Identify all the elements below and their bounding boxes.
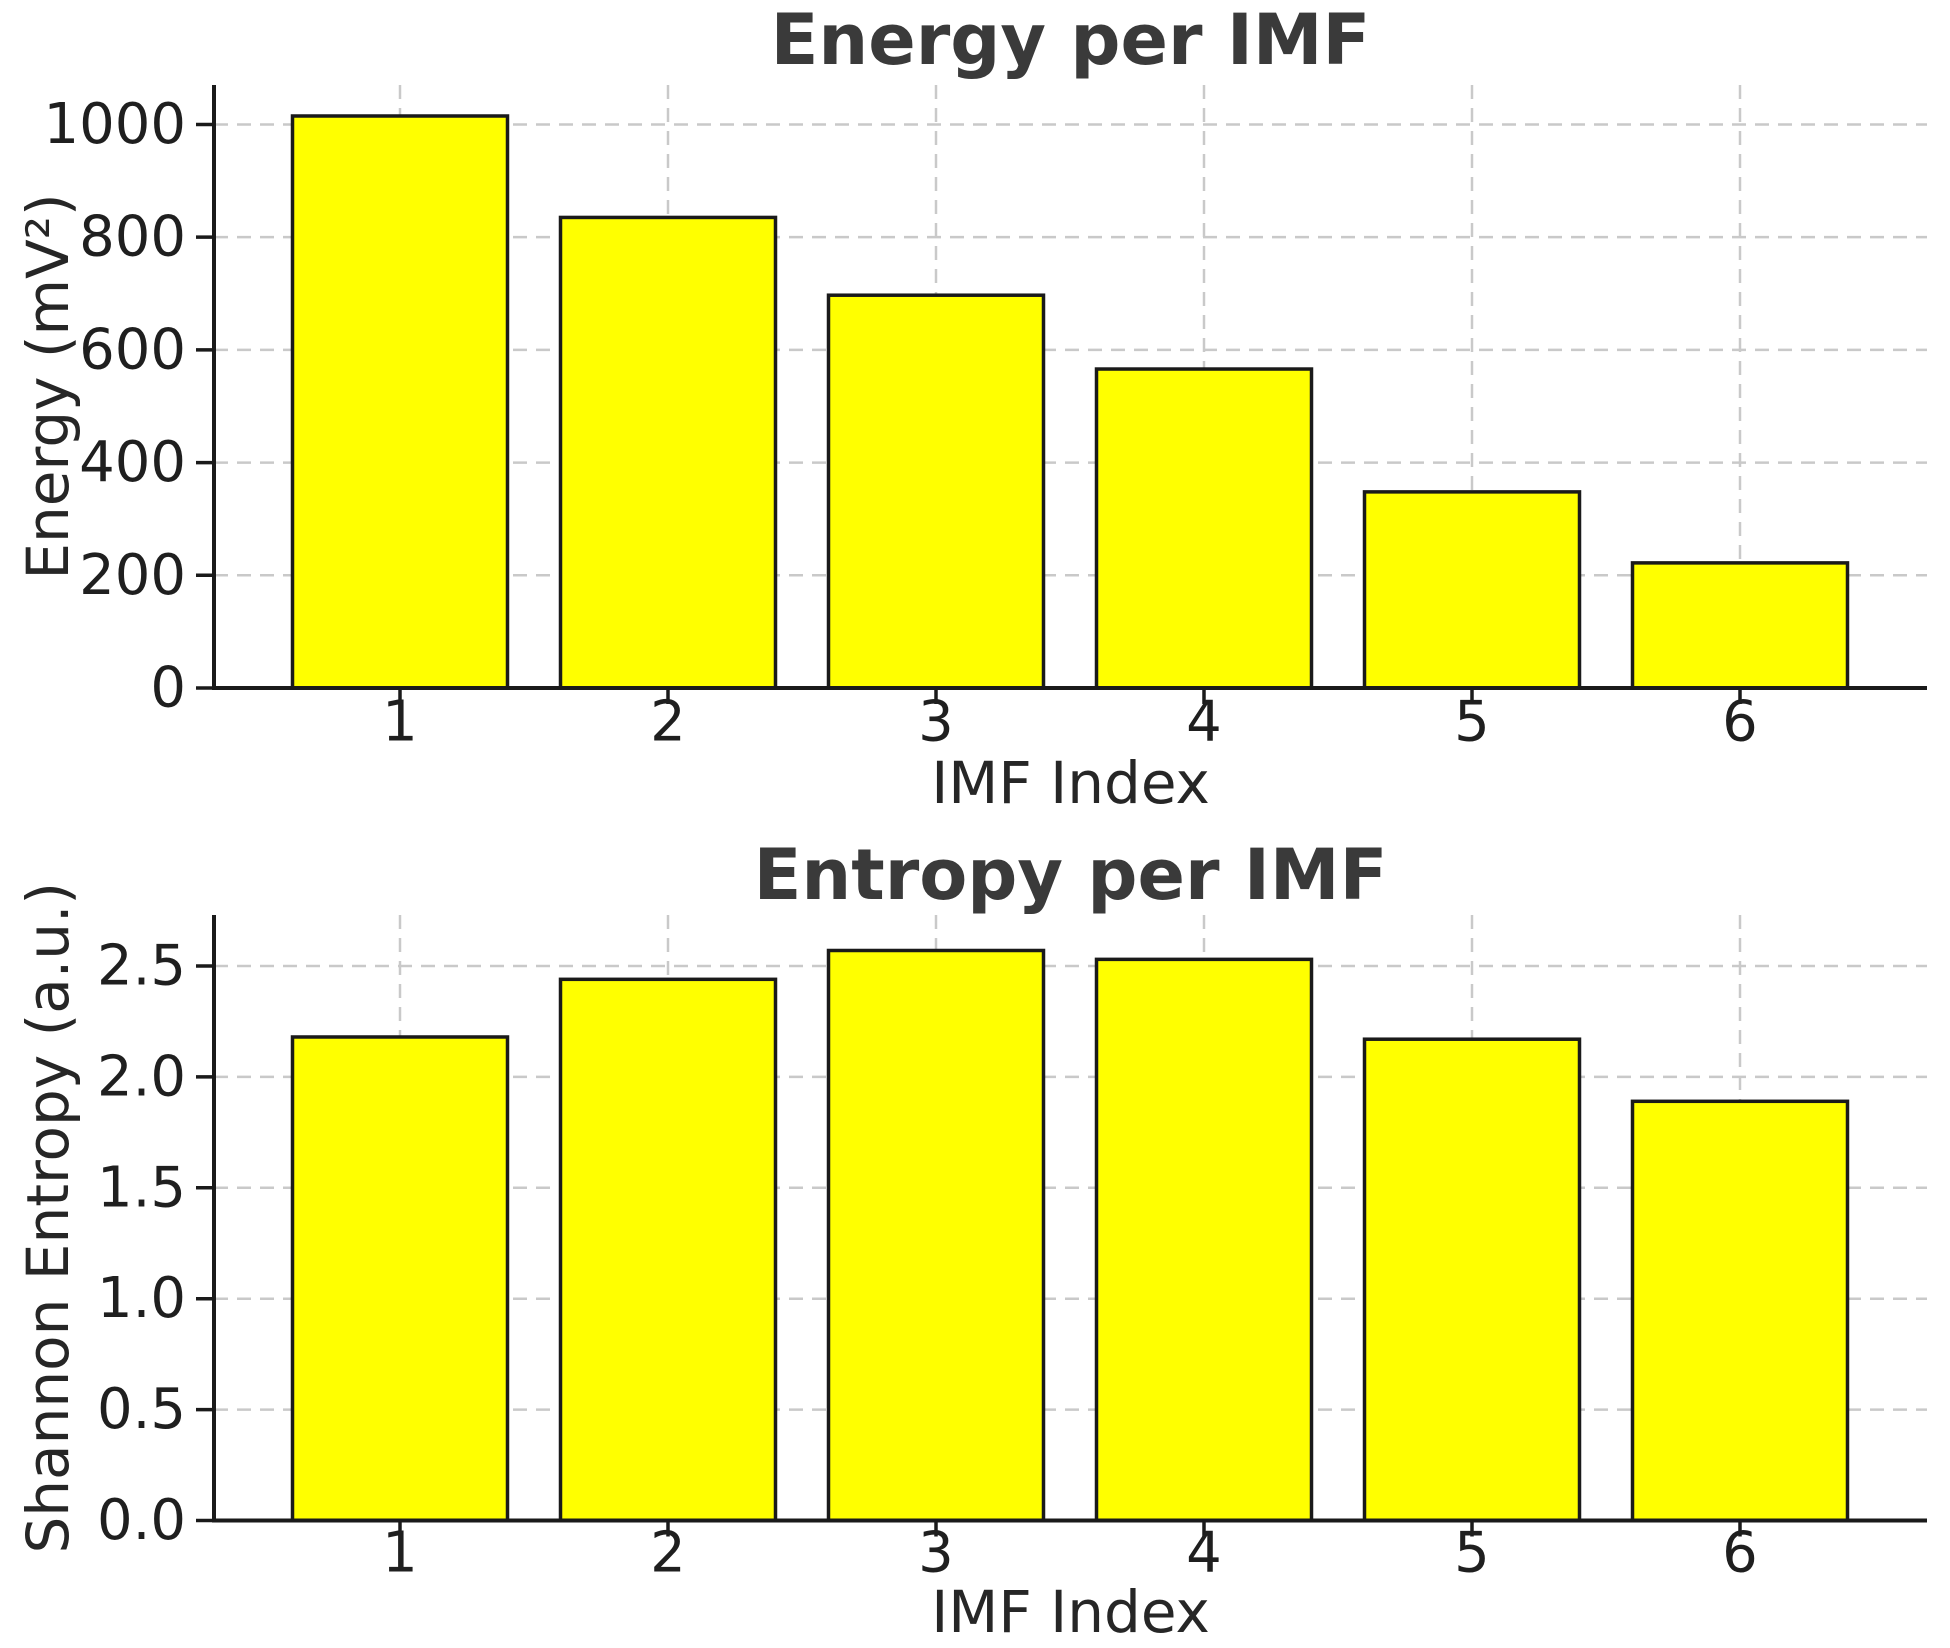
x-tick-label: 5 [1454, 690, 1490, 755]
x-axis-label: IMF Index [931, 1578, 1210, 1646]
y-tick-label: 800 [79, 205, 186, 270]
y-axis-label: Shannon Entropy (a.u.) [14, 882, 82, 1554]
bar-imf-2 [558, 215, 778, 690]
y-tick-label: 2.5 [97, 934, 186, 999]
bar-imf-2 [558, 977, 778, 1523]
x-axis-ticks: 1 2 3 4 5 6 [382, 1520, 1758, 1586]
bar-imf-4 [1094, 367, 1314, 690]
x-tick-label: 3 [918, 1521, 954, 1586]
x-tick-label: 2 [650, 690, 686, 755]
y-axis-label: Energy (mV²) [14, 193, 82, 579]
bars [290, 948, 1850, 1523]
y-tick-label: 200 [79, 543, 186, 608]
x-axis-label: IMF Index [931, 749, 1210, 812]
bar-imf-6 [1630, 1099, 1850, 1523]
axes-spines [212, 85, 1927, 690]
x-tick-label: 4 [1186, 1521, 1222, 1586]
bar-imf-5 [1362, 490, 1582, 690]
bar-imf-3 [826, 293, 1046, 690]
chart-title: Energy per IMF [771, 0, 1371, 81]
x-tick-label: 6 [1722, 690, 1758, 755]
bar-imf-1 [290, 1035, 510, 1523]
bar-imf-4 [1094, 957, 1314, 1523]
y-tick-label: 600 [79, 317, 186, 382]
y-tick-label: 400 [79, 430, 186, 495]
y-tick-label: 0.5 [97, 1377, 186, 1442]
y-axis-ticks: 0 200 400 600 800 1000 [43, 92, 214, 721]
bar-imf-5 [1362, 1037, 1582, 1523]
bars [290, 114, 1850, 690]
energy-per-imf-chart: 0 200 400 600 800 1000 1 2 3 4 5 6 Energy per IMF IMF… [14, 0, 1927, 812]
x-tick-label: 5 [1454, 1521, 1490, 1586]
x-axis-ticks: 1 2 3 4 5 6 [382, 688, 1758, 755]
bar-imf-3 [826, 948, 1046, 1523]
y-axis-ticks: 0.0 0.5 1.0 1.5 2.0 2.5 [97, 934, 214, 1553]
x-tick-label: 1 [382, 690, 418, 755]
y-tick-label: 2.0 [97, 1044, 186, 1109]
y-tick-label: 1000 [43, 92, 186, 157]
chart-title: Entropy per IMF [754, 834, 1388, 916]
x-tick-label: 3 [918, 690, 954, 755]
y-tick-label: 1.0 [97, 1266, 186, 1331]
y-tick-label: 0 [150, 656, 186, 721]
x-tick-label: 1 [382, 1521, 418, 1586]
x-tick-label: 6 [1722, 1521, 1758, 1586]
x-tick-label: 4 [1186, 690, 1222, 755]
entropy-per-imf-chart: 0.0 0.5 1.0 1.5 2.0 2.5 1 2 3 4 5 6 Entropy per IMF I… [14, 834, 1927, 1646]
x-tick-label: 2 [650, 1521, 686, 1586]
axes-spines [212, 915, 1927, 1523]
y-tick-label: 1.5 [97, 1155, 186, 1220]
bar-imf-1 [290, 114, 510, 690]
bar-imf-6 [1630, 561, 1850, 690]
y-tick-label: 0.0 [97, 1488, 186, 1553]
